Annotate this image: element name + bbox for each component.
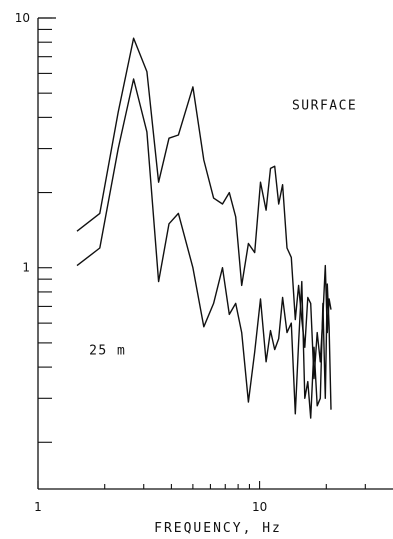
ticks — [37, 17, 366, 489]
x-axis-title: FREQUENCY, Hz — [154, 521, 282, 536]
series-line-1 — [76, 37, 332, 380]
y-tick-label: 10 — [15, 11, 30, 25]
series-line-2 — [76, 78, 332, 419]
x-tick-label: 10 — [252, 500, 267, 514]
axes — [37, 17, 393, 490]
tick-labels: 1 10 1 10 — [15, 11, 268, 514]
x-tick-label: 1 — [34, 500, 42, 514]
annotation-25m: 25 m — [89, 343, 126, 358]
annotation-surface: SURFACE — [292, 99, 357, 114]
series-layer — [76, 37, 332, 419]
y-tick-label: 1 — [22, 261, 30, 275]
